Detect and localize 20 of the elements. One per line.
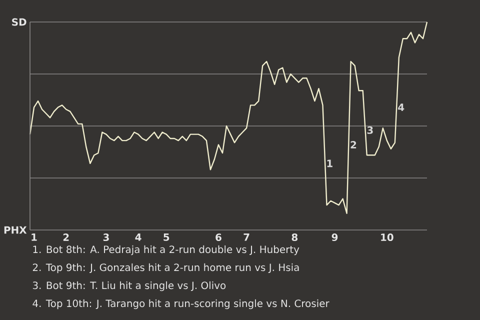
x-tick-label: 6 (216, 234, 222, 242)
text: 3. Bot 9th: T. Liu hit a single vs J. Olivo (32, 281, 226, 292)
text: PHX (4, 226, 27, 234)
x-tick-label: 2 (63, 234, 69, 241)
annotation: 4 (398, 104, 404, 111)
x-tick-label: 7 (244, 234, 250, 241)
x-tick-label: 5 (164, 234, 170, 241)
x-tick-label: 1 (32, 234, 37, 241)
text: 1. Bot 8th: A. Pedraja hit a 2-run double vs J. Huberty (33, 245, 300, 256)
annotation: 3 (367, 126, 373, 134)
text: 2. Top 9th: J. Gonzales hit a 2-run home run vs J. Hsia (32, 263, 299, 274)
text: SD (12, 18, 26, 26)
text: 4. Top 10th: J. Tarango hit a run-scoring single vs N. Crosier (32, 299, 330, 310)
x-tick-label: 10 (381, 234, 394, 242)
x-tick-label: 9 (332, 234, 338, 242)
annotation: 1 (327, 160, 332, 168)
x-tick-label: 3 (103, 234, 109, 242)
x-tick-label: 4 (135, 234, 142, 241)
annotation: 2 (350, 141, 356, 148)
x-tick-label: 8 (292, 234, 298, 242)
